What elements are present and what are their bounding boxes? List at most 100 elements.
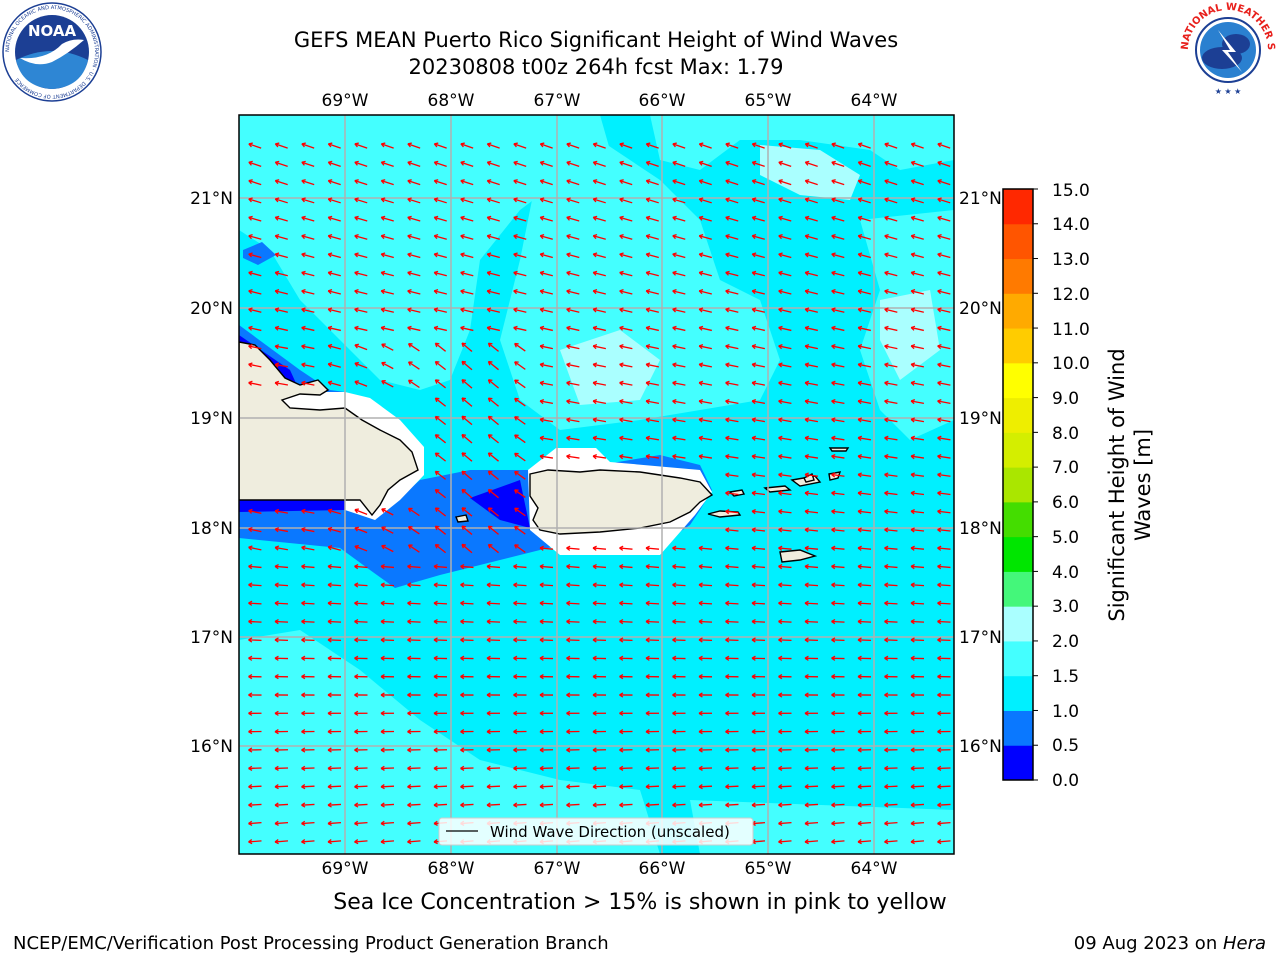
wave-direction-arrowhead: [592, 729, 597, 735]
wave-direction-arrow: [328, 198, 341, 204]
wave-direction-arrow: [248, 584, 262, 587]
wave-direction-arrowhead: [592, 765, 597, 771]
cb-tick: 2.0: [1052, 632, 1079, 652]
wave-direction-arrowhead: [804, 674, 809, 680]
wave-direction-arrowhead: [380, 655, 385, 661]
wave-direction-arrowhead: [725, 674, 730, 680]
wave-direction-arrowhead: [248, 619, 253, 625]
wave-direction-arrow: [248, 345, 262, 350]
wave-direction-arrow: [937, 822, 951, 825]
wave-direction-arrowhead: [380, 747, 385, 753]
wave-direction-arrow: [937, 785, 951, 788]
wave-direction-arrowhead: [857, 325, 863, 331]
wave-direction-arrowhead: [937, 619, 942, 625]
wave-direction-arrowhead: [937, 564, 942, 570]
wave-direction-arrowhead: [778, 729, 783, 735]
wave-direction-arrow: [487, 198, 500, 204]
wave-direction-arrow: [354, 803, 368, 806]
wave-direction-arrowhead: [778, 765, 783, 771]
wave-direction-arrow: [539, 455, 554, 459]
wave-direction-arrowhead: [619, 674, 624, 680]
wave-direction-arrowhead: [592, 142, 598, 148]
wave-direction-arrowhead: [751, 472, 756, 478]
wave-direction-arrow: [593, 253, 606, 259]
wave-direction-arrow: [248, 180, 262, 186]
wave-direction-arrowhead: [433, 674, 438, 680]
wave-direction-arrow: [381, 508, 394, 516]
colorbar-segment: [1003, 745, 1033, 781]
wave-direction-arrowhead: [513, 564, 518, 570]
wave-direction-arrowhead: [327, 197, 333, 203]
wave-direction-arrow: [407, 326, 421, 332]
wave-direction-arrowhead: [354, 564, 359, 570]
wave-direction-arrowhead: [698, 435, 704, 441]
wave-direction-arrow: [328, 180, 341, 186]
wave-direction-arrow: [328, 143, 341, 149]
wave-direction-arrowhead: [274, 234, 280, 240]
wave-direction-arrowhead: [460, 619, 465, 625]
wave-direction-arrowhead: [778, 619, 783, 625]
wave-direction-arrowhead: [698, 399, 704, 405]
wave-direction-arrowhead: [592, 197, 598, 203]
wave-direction-arrowhead: [407, 215, 412, 221]
wave-direction-arrow: [354, 161, 368, 167]
wave-direction-arrow: [804, 840, 819, 843]
wave-direction-arrow: [884, 840, 898, 843]
wave-direction-arrowhead: [327, 692, 332, 698]
wave-direction-arrowhead: [725, 325, 730, 331]
wave-direction-arrow: [937, 510, 951, 514]
wave-direction-arrowhead: [248, 270, 253, 276]
wave-direction-arrowhead: [672, 160, 677, 166]
wave-direction-arrowhead: [327, 619, 332, 625]
wave-direction-arrow: [725, 198, 739, 204]
wave-direction-arrowhead: [937, 417, 942, 423]
wave-direction-arrowhead: [592, 399, 598, 405]
nws-logo: NATIONAL WEATHER SERVICE ★ ★ ★: [1178, 2, 1276, 96]
wave-direction-arrow: [354, 565, 368, 569]
wave-direction-arrowhead: [910, 692, 915, 698]
wave-direction-arrowhead: [461, 360, 467, 366]
wave-direction-arrowhead: [539, 454, 545, 460]
wave-direction-arrow: [831, 473, 845, 477]
wave-direction-arrow: [592, 620, 607, 623]
wave-direction-arrow: [566, 271, 580, 277]
wave-direction-arrowhead: [248, 674, 253, 680]
wave-direction-arrow: [937, 253, 951, 259]
wave-direction-arrowhead: [857, 710, 862, 716]
wave-direction-arrow: [751, 602, 766, 605]
wave-direction-arrowhead: [884, 784, 889, 790]
wave-direction-arrow: [910, 382, 925, 386]
wave-direction-arrowhead: [539, 747, 544, 753]
wave-direction-arrow: [619, 271, 633, 277]
wave-direction-arrowhead: [831, 710, 836, 716]
wave-direction-arrowhead: [487, 488, 493, 494]
wave-direction-arrowhead: [725, 582, 730, 588]
wave-direction-arrow: [274, 822, 289, 825]
wave-direction-arrowhead: [248, 710, 253, 716]
wave-direction-arrow: [513, 253, 527, 259]
wave-direction-arrow: [380, 639, 395, 642]
wave-direction-arrowhead: [884, 197, 889, 203]
wave-direction-arrowhead: [274, 289, 280, 295]
wave-direction-arrowhead: [248, 380, 253, 386]
wave-direction-arrow: [328, 381, 341, 387]
wave-direction-arrowhead: [857, 179, 863, 185]
cb-tick: 8.0: [1052, 424, 1079, 444]
wave-direction-arrow: [301, 290, 315, 295]
wave-direction-arrowhead: [487, 470, 493, 476]
wave-direction-arrowhead: [672, 270, 677, 276]
wave-direction-arrowhead: [910, 197, 916, 203]
wave-direction-arrowhead: [698, 234, 704, 240]
wave-direction-arrow: [831, 492, 845, 496]
wave-direction-arrow: [725, 437, 739, 441]
wave-direction-arrow: [937, 528, 951, 532]
cb-tick: 3.0: [1052, 597, 1079, 617]
wave-direction-arrow: [831, 437, 845, 441]
wave-direction-arrowhead: [592, 545, 597, 551]
wave-direction-arrowhead: [566, 362, 571, 368]
wave-direction-arrowhead: [248, 545, 253, 551]
wave-direction-arrowhead: [433, 619, 438, 625]
wave-direction-arrow: [354, 362, 368, 369]
wave-direction-arrowhead: [857, 637, 862, 643]
wave-direction-arrow: [884, 400, 898, 405]
